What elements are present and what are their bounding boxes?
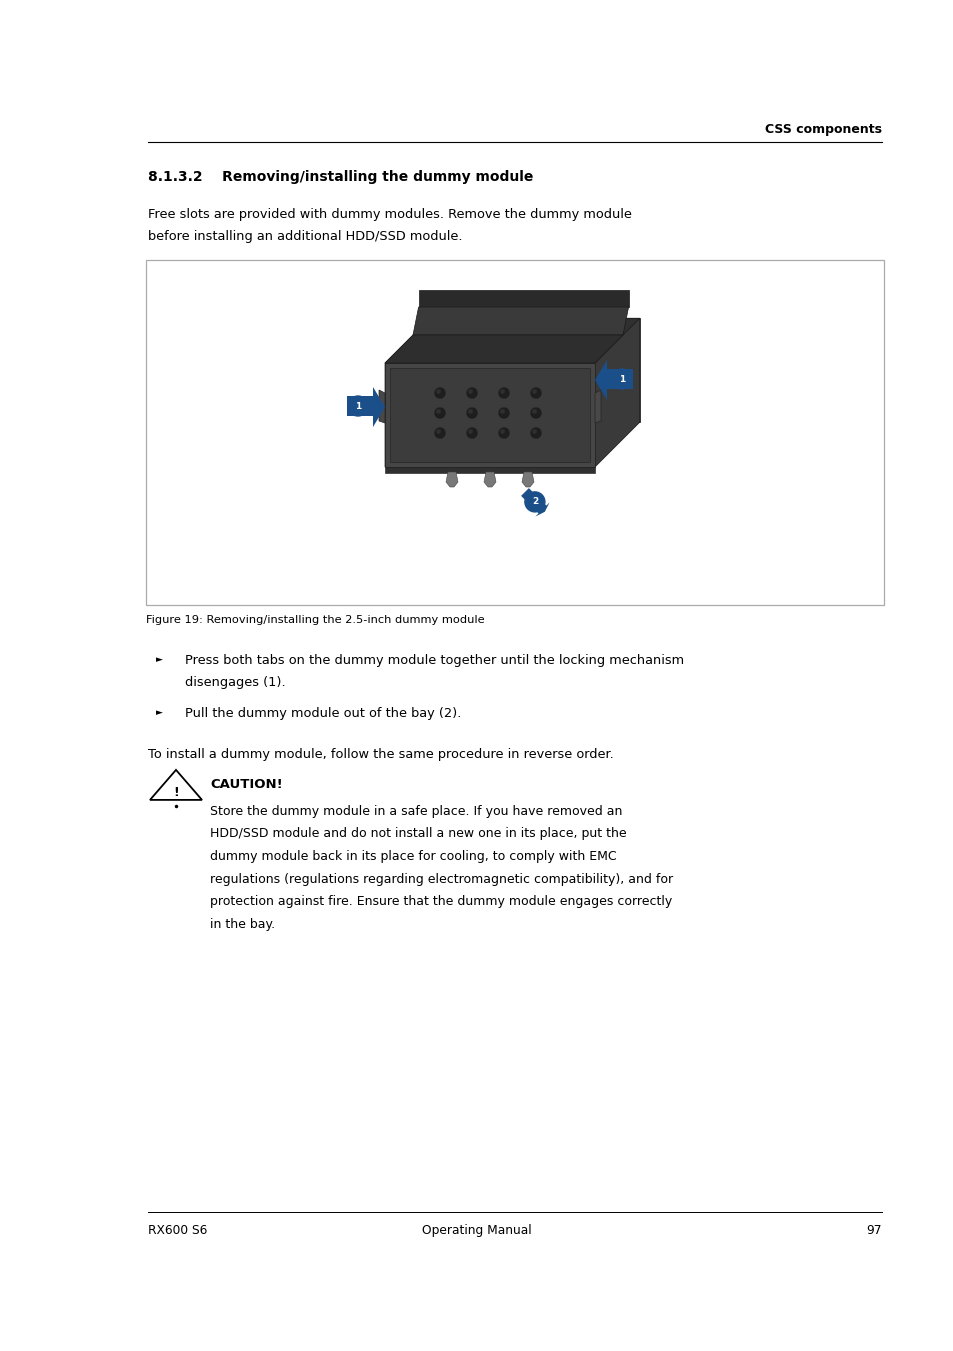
Polygon shape: [430, 319, 639, 423]
Polygon shape: [378, 390, 385, 423]
Polygon shape: [595, 319, 639, 467]
Circle shape: [468, 409, 472, 413]
Polygon shape: [595, 359, 633, 400]
Circle shape: [500, 409, 504, 413]
Circle shape: [436, 409, 439, 413]
Circle shape: [348, 396, 368, 416]
Text: 2: 2: [531, 497, 537, 507]
Text: Operating Manual: Operating Manual: [422, 1224, 531, 1238]
Polygon shape: [385, 319, 430, 467]
Circle shape: [435, 428, 444, 438]
Circle shape: [498, 408, 509, 417]
Circle shape: [532, 409, 536, 413]
Circle shape: [436, 389, 439, 393]
Text: Figure 19: Removing/installing the 2.5-inch dummy module: Figure 19: Removing/installing the 2.5-i…: [146, 615, 484, 626]
Circle shape: [467, 408, 476, 417]
Text: before installing an additional HDD/SSD module.: before installing an additional HDD/SSD …: [148, 230, 462, 243]
Text: Store the dummy module in a safe place. If you have removed an: Store the dummy module in a safe place. …: [210, 805, 621, 817]
Circle shape: [612, 369, 631, 389]
Text: ►: ►: [156, 655, 163, 663]
Polygon shape: [385, 335, 622, 363]
Text: HDD/SSD module and do not install a new one in its place, put the: HDD/SSD module and do not install a new …: [210, 828, 626, 840]
Text: !: !: [172, 785, 179, 798]
Circle shape: [435, 408, 444, 417]
Circle shape: [532, 389, 536, 393]
Circle shape: [500, 389, 504, 393]
Text: Pull the dummy module out of the bay (2).: Pull the dummy module out of the bay (2)…: [185, 707, 461, 720]
Circle shape: [468, 430, 472, 434]
Polygon shape: [418, 290, 628, 307]
Polygon shape: [446, 471, 457, 486]
Polygon shape: [347, 386, 385, 427]
Circle shape: [435, 388, 444, 399]
Text: 97: 97: [865, 1224, 882, 1238]
Text: To install a dummy module, follow the same procedure in reverse order.: To install a dummy module, follow the sa…: [148, 748, 613, 761]
Text: RX600 S6: RX600 S6: [148, 1224, 207, 1238]
Circle shape: [531, 428, 540, 438]
Text: ►: ►: [156, 708, 163, 717]
Polygon shape: [150, 770, 202, 800]
Bar: [146, 259, 883, 605]
Circle shape: [498, 388, 509, 399]
Circle shape: [532, 430, 536, 434]
Text: in the bay.: in the bay.: [210, 917, 274, 931]
Text: Free slots are provided with dummy modules. Remove the dummy module: Free slots are provided with dummy modul…: [148, 208, 631, 222]
Text: Press both tabs on the dummy module together until the locking mechanism: Press both tabs on the dummy module toge…: [185, 654, 683, 667]
Text: dummy module back in its place for cooling, to comply with EMC: dummy module back in its place for cooli…: [210, 850, 616, 863]
Polygon shape: [413, 307, 628, 335]
Text: 8.1.3.2    Removing/installing the dummy module: 8.1.3.2 Removing/installing the dummy mo…: [148, 170, 533, 184]
Polygon shape: [483, 471, 496, 486]
Polygon shape: [520, 488, 549, 516]
Text: regulations (regulations regarding electromagnetic compatibility), and for: regulations (regulations regarding elect…: [210, 873, 673, 885]
Circle shape: [531, 408, 540, 417]
Polygon shape: [521, 471, 534, 486]
Text: 1: 1: [355, 401, 361, 411]
Circle shape: [524, 492, 544, 512]
Circle shape: [467, 428, 476, 438]
Circle shape: [468, 389, 472, 393]
Text: CAUTION!: CAUTION!: [210, 778, 282, 790]
Circle shape: [498, 428, 509, 438]
Polygon shape: [385, 363, 595, 467]
Text: disengages (1).: disengages (1).: [185, 676, 285, 689]
Polygon shape: [595, 390, 600, 423]
Polygon shape: [413, 319, 639, 335]
Text: CSS components: CSS components: [764, 123, 882, 136]
Text: protection against fire. Ensure that the dummy module engages correctly: protection against fire. Ensure that the…: [210, 894, 672, 908]
Polygon shape: [385, 467, 595, 473]
Circle shape: [531, 388, 540, 399]
Circle shape: [467, 388, 476, 399]
Circle shape: [436, 430, 439, 434]
Circle shape: [500, 430, 504, 434]
Text: 1: 1: [618, 374, 624, 384]
Polygon shape: [390, 367, 589, 462]
